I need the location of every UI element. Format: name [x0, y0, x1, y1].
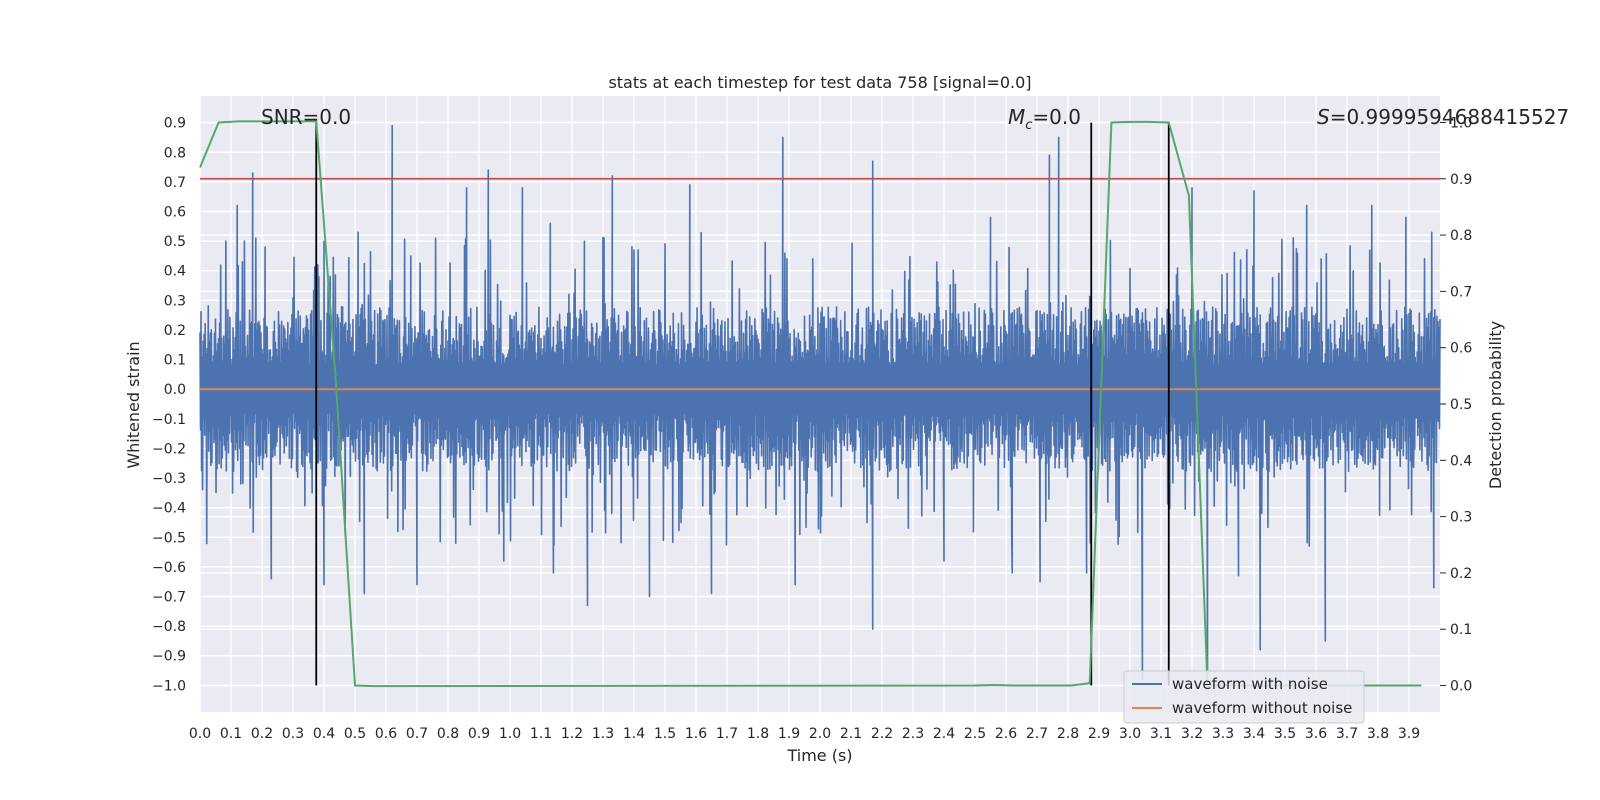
x-tick-label: 0.6	[375, 726, 397, 742]
y-tick-label: 0.1	[164, 353, 186, 369]
y2-tick-label: 0.9	[1450, 172, 1472, 188]
x-tick-label: 2.5	[964, 726, 986, 742]
legend: waveform with noise waveform without noi…	[1123, 670, 1365, 724]
detection-probability-line	[199, 120, 1422, 688]
x-tick-label: 1.3	[592, 726, 614, 742]
series-lines	[199, 120, 1440, 688]
x-tick-label: 2.3	[902, 726, 924, 742]
y2-tick-label: 0.8	[1450, 228, 1472, 244]
y2-tick-label: 0.2	[1450, 566, 1472, 582]
s-annotation: S=0.9999594688415527	[1317, 105, 1569, 129]
legend-label-waveform-with-noise: waveform with noise	[1172, 675, 1328, 693]
y2-tick-label: 0.0	[1450, 679, 1472, 695]
legend-box	[1123, 670, 1365, 724]
y-tick-label: 0.8	[164, 145, 186, 161]
y2-tick-label: 0.4	[1450, 453, 1472, 469]
x-tick-label: 0.2	[251, 726, 273, 742]
y-tick-label: −0.9	[152, 649, 186, 665]
x-tick-label: 3.6	[1305, 726, 1327, 742]
x-tick-label: 0.5	[344, 726, 366, 742]
y-tick-label: −0.5	[152, 530, 186, 546]
x-tick-label: 1.7	[716, 726, 738, 742]
y-tick-label: 0.0	[164, 382, 186, 398]
x-tick-label: 0.3	[282, 726, 304, 742]
x-tick-label: 3.2	[1181, 726, 1203, 742]
x-tick-label: 1.4	[623, 726, 645, 742]
y-tick-label: −0.1	[152, 412, 186, 428]
y2-tick-label: 0.3	[1450, 510, 1472, 526]
chart-title: stats at each timestep for test data 758…	[608, 73, 1031, 92]
x-tick-label: 3.1	[1150, 726, 1172, 742]
x-tick-label: 3.7	[1336, 726, 1358, 742]
y-tick-label: −0.4	[152, 501, 186, 517]
x-tick-label: 2.6	[995, 726, 1017, 742]
y-tick-label: −1.0	[152, 678, 186, 694]
x-tick-label: 3.9	[1398, 726, 1420, 742]
y2-tick-label: 0.7	[1450, 284, 1472, 300]
y2-tick-label: 0.6	[1450, 341, 1472, 357]
y-axis-label: Whitened strain	[124, 341, 143, 468]
mc-annotation: Mc=0.0	[1008, 105, 1081, 133]
y2-tick-label: 0.5	[1450, 397, 1472, 413]
x-tick-label: 0.4	[313, 726, 335, 742]
y-tick-label: −0.7	[152, 590, 186, 606]
x-tick-label: 0.1	[220, 726, 242, 742]
x-tick-label: 3.3	[1212, 726, 1234, 742]
y2-tick-label: 1.0	[1450, 115, 1472, 131]
y-tick-label: −0.3	[152, 471, 186, 487]
x-tick-label: 3.0	[1119, 726, 1141, 742]
x-tick-label: 2.0	[809, 726, 831, 742]
y-tick-label: 0.6	[164, 205, 186, 221]
x-tick-label: 1.9	[778, 726, 800, 742]
x-tick-label: 1.1	[530, 726, 552, 742]
y-tick-label: 0.2	[164, 323, 186, 339]
y-tick-label: 0.5	[164, 234, 186, 250]
x-tick-label: 2.4	[933, 726, 955, 742]
y-tick-label: −0.2	[152, 441, 186, 457]
x-tick-label: 2.1	[840, 726, 862, 742]
x-tick-label: 3.4	[1243, 726, 1265, 742]
y-tick-label: 0.7	[164, 175, 186, 191]
x-tick-label: 2.7	[1026, 726, 1048, 742]
x-tick-label: 0.8	[437, 726, 459, 742]
x-tick-label: 1.5	[654, 726, 676, 742]
x-axis-label: Time (s)	[786, 746, 852, 765]
x-tick-label: 2.8	[1057, 726, 1079, 742]
y-tick-label: 0.9	[164, 116, 186, 132]
x-tick-label: 0.9	[468, 726, 490, 742]
x-tick-label: 0.0	[189, 726, 211, 742]
y-tick-label: 0.3	[164, 293, 186, 309]
x-tick-label: 3.5	[1274, 726, 1296, 742]
y2-tick-label: 0.1	[1450, 622, 1472, 638]
x-tick-label: 1.2	[561, 726, 583, 742]
x-tick-label: 1.6	[685, 726, 707, 742]
x-tick-label: 2.2	[871, 726, 893, 742]
x-tick-label: 3.8	[1367, 726, 1389, 742]
y-tick-label: −0.8	[152, 619, 186, 635]
x-tick-label: 1.0	[499, 726, 521, 742]
y-tick-label: −0.6	[152, 560, 186, 576]
legend-label-waveform-without-noise: waveform without noise	[1172, 699, 1352, 717]
snr-annotation: SNR=0.0	[261, 105, 351, 129]
ticks: 0.0 0.1 0.2 0.3 0.4 0.5 0.6 0.7 0.8 0.9 1.0 1.1 1.2 1…	[152, 115, 1472, 742]
y-tick-label: 0.4	[164, 264, 186, 280]
x-tick-label: 2.9	[1088, 726, 1110, 742]
y2-axis-label: Detection probability	[1486, 321, 1505, 489]
x-tick-label: 1.8	[747, 726, 769, 742]
x-tick-label: 0.7	[406, 726, 428, 742]
